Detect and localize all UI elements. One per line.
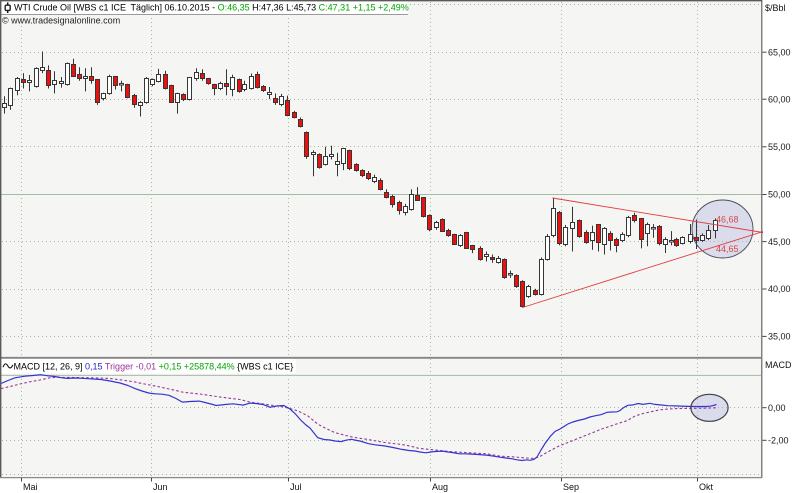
- svg-text:50,00: 50,00: [768, 190, 791, 200]
- svg-text:46,68: 46,68: [716, 215, 739, 225]
- svg-text:Mai: Mai: [23, 482, 38, 492]
- svg-text:WTI Crude Oil [WBS c1 ICE Tägl: WTI Crude Oil [WBS c1 ICE Täglich] 06.10…: [14, 3, 409, 13]
- svg-text:55,00: 55,00: [768, 142, 791, 152]
- svg-text:© www.tradesignalonline.com: © www.tradesignalonline.com: [2, 16, 120, 26]
- svg-text:45,00: 45,00: [768, 237, 791, 247]
- svg-text:65,00: 65,00: [768, 47, 791, 57]
- svg-text:Jun: Jun: [153, 482, 168, 492]
- svg-text:40,00: 40,00: [768, 284, 791, 294]
- svg-text:$/Bbl: $/Bbl: [765, 3, 786, 13]
- svg-text:Aug: Aug: [432, 482, 448, 492]
- svg-text:MACD: MACD: [765, 360, 792, 370]
- svg-text:Okt: Okt: [699, 482, 714, 492]
- svg-text:60,00: 60,00: [768, 94, 791, 104]
- svg-text:44,65: 44,65: [716, 244, 739, 254]
- svg-text:MACD [12, 26, 9] 0,15 Trigger: MACD [12, 26, 9] 0,15 Trigger -0,01 +0,1…: [14, 362, 294, 372]
- svg-text:0,00: 0,00: [768, 403, 786, 413]
- svg-text:Jul: Jul: [290, 482, 302, 492]
- svg-text:35,00: 35,00: [768, 332, 791, 342]
- svg-text:-2,00: -2,00: [768, 436, 789, 446]
- svg-text:Sep: Sep: [563, 482, 579, 492]
